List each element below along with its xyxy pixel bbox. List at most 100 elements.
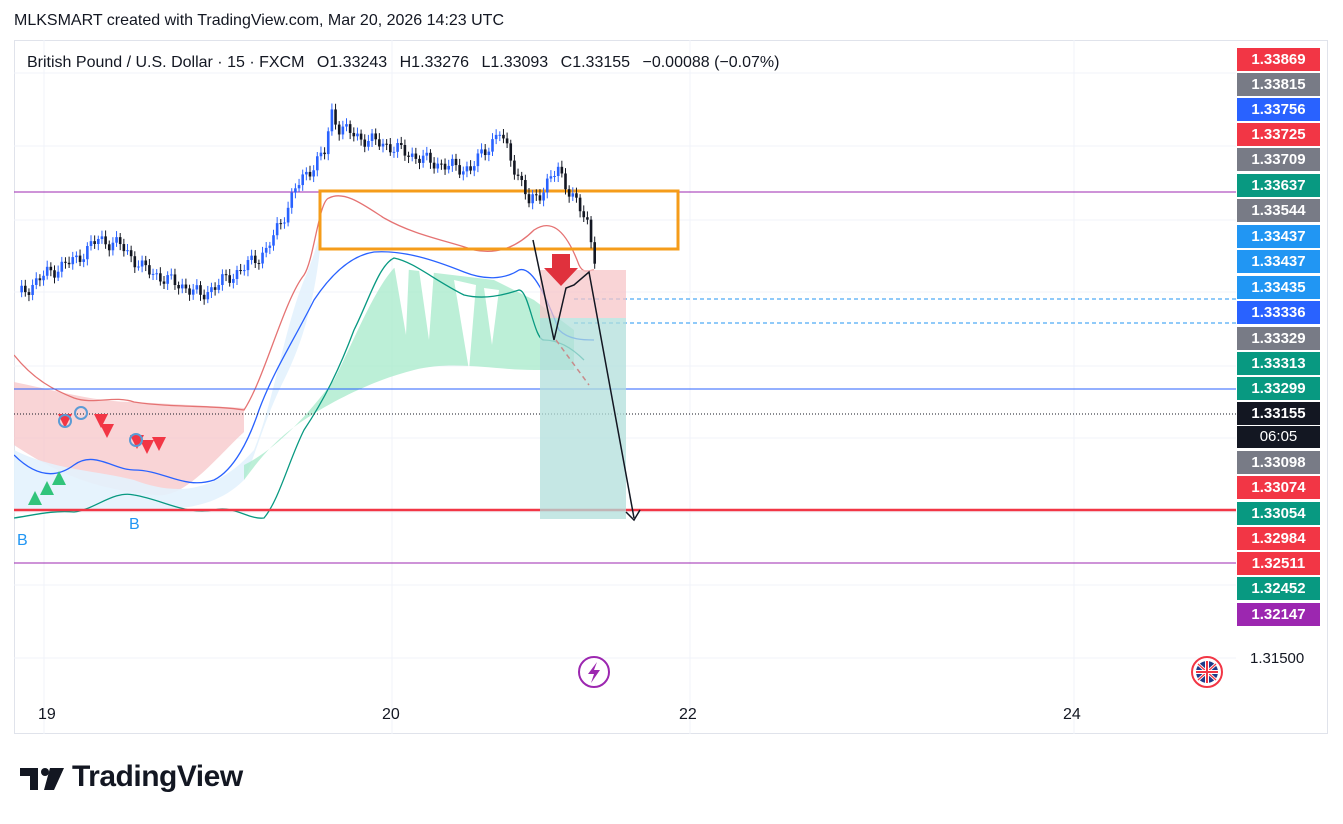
cloud-gap bbox=[394, 265, 409, 335]
c-markers bbox=[58, 406, 143, 447]
candle-body bbox=[275, 223, 279, 236]
candle-body bbox=[480, 149, 483, 154]
price-axis-label: 1.33155 bbox=[1237, 402, 1320, 425]
candle-body bbox=[494, 134, 498, 140]
candle-body bbox=[159, 273, 162, 282]
candle-body bbox=[64, 261, 67, 263]
candle-body bbox=[224, 274, 228, 276]
candle-body bbox=[483, 149, 487, 156]
buy-label: B bbox=[129, 516, 140, 533]
price-axis-label: 1.33098 bbox=[1237, 451, 1320, 474]
candle-body bbox=[571, 193, 575, 197]
price-axis-label: 1.32984 bbox=[1237, 527, 1320, 550]
price-axis-label: 1.33437 bbox=[1237, 250, 1320, 273]
candle-body bbox=[575, 193, 578, 198]
candle-body bbox=[75, 255, 78, 258]
price-axis-label: 1.33329 bbox=[1237, 327, 1320, 350]
candle-body bbox=[476, 153, 480, 167]
candle-body bbox=[228, 275, 231, 283]
candle-body bbox=[505, 138, 509, 144]
green-cloud bbox=[244, 268, 574, 480]
candle-body bbox=[202, 294, 206, 300]
candle-body bbox=[297, 185, 301, 189]
tradingview-brand: TradingView bbox=[72, 760, 243, 793]
candle-body bbox=[155, 273, 158, 275]
candle-body bbox=[451, 158, 454, 166]
candle-body bbox=[345, 124, 348, 127]
candle-body bbox=[86, 246, 89, 260]
candle-body bbox=[126, 250, 129, 252]
price-axis-label: 1.33709 bbox=[1237, 148, 1320, 171]
candle-body bbox=[180, 284, 184, 289]
candle-body bbox=[337, 124, 341, 135]
candle-body bbox=[253, 255, 257, 264]
candle-body bbox=[443, 163, 447, 170]
take-profit-zone[interactable] bbox=[540, 318, 626, 519]
candle-body bbox=[367, 141, 370, 147]
lightning-icon[interactable] bbox=[578, 656, 610, 688]
price-axis-label: 1.33054 bbox=[1237, 502, 1320, 525]
dashed-trend bbox=[555, 339, 590, 386]
candle-body bbox=[418, 158, 421, 163]
candle-body bbox=[53, 270, 56, 278]
candle-body bbox=[111, 242, 115, 251]
price-axis-label: 1.32511 bbox=[1237, 552, 1320, 575]
gridlines bbox=[14, 40, 1236, 734]
candle-body bbox=[356, 133, 359, 137]
candle-body bbox=[370, 133, 374, 142]
candle-body bbox=[42, 275, 45, 281]
buy-signals bbox=[28, 471, 66, 505]
candle-body bbox=[421, 155, 425, 163]
price-axis-label: 1.33313 bbox=[1237, 352, 1320, 375]
candle-body bbox=[509, 143, 513, 161]
candle-body bbox=[294, 188, 297, 193]
candle-body bbox=[440, 163, 443, 165]
candle-body bbox=[323, 152, 326, 155]
tradingview-logo-icon bbox=[20, 768, 64, 790]
candle-body bbox=[564, 173, 567, 190]
sell-signals bbox=[58, 414, 166, 454]
candle-body bbox=[429, 152, 432, 163]
candle-body bbox=[199, 285, 202, 295]
candle-body bbox=[89, 241, 93, 247]
candle-body bbox=[469, 166, 472, 171]
candlesticks bbox=[20, 103, 596, 305]
candle-body bbox=[38, 278, 42, 281]
candle-body bbox=[462, 171, 465, 175]
candle-body bbox=[578, 197, 582, 212]
sell-arrow-icon bbox=[544, 254, 578, 286]
candle-body bbox=[261, 252, 264, 264]
candle-body bbox=[316, 156, 319, 171]
legend-change: −0.00088 (−0.07%) bbox=[642, 54, 780, 71]
candle-body bbox=[60, 261, 64, 272]
candle-body bbox=[97, 239, 100, 245]
time-tick-20: 20 bbox=[382, 706, 400, 723]
price-chart[interactable] bbox=[14, 40, 1236, 734]
candle-body bbox=[34, 278, 38, 285]
candle-body bbox=[221, 274, 224, 285]
light-blue-band bbox=[14, 210, 322, 510]
candle-body bbox=[319, 152, 323, 157]
candle-body bbox=[100, 236, 104, 240]
candle-body bbox=[173, 274, 177, 285]
candle-body bbox=[188, 288, 191, 295]
candle-body bbox=[206, 292, 210, 300]
candle-body bbox=[257, 263, 261, 265]
bar-countdown: 06:05 bbox=[1237, 426, 1320, 448]
candle-body bbox=[389, 144, 392, 153]
candle-body bbox=[312, 170, 315, 177]
candle-body bbox=[542, 192, 545, 201]
price-axis-label: 1.33336 bbox=[1237, 301, 1320, 324]
candle-body bbox=[239, 270, 242, 272]
candle-body bbox=[378, 139, 381, 147]
price-axis-label: 1.33074 bbox=[1237, 476, 1320, 499]
price-axis-label: 1.33544 bbox=[1237, 199, 1320, 222]
candle-body bbox=[170, 274, 173, 276]
supply-zone[interactable] bbox=[318, 189, 680, 251]
cloud-gap bbox=[454, 280, 476, 370]
candle-body bbox=[436, 163, 440, 169]
projection-line[interactable] bbox=[532, 239, 635, 519]
candle-body bbox=[78, 255, 82, 262]
candle-body bbox=[352, 132, 356, 137]
candle-body bbox=[513, 160, 516, 175]
